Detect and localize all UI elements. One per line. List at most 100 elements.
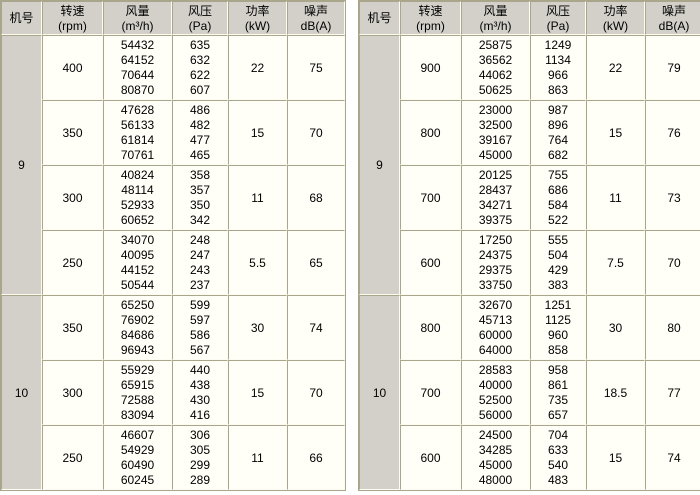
col-header-speed-unit: (rpm)	[58, 18, 87, 33]
pressure-value: 657	[547, 407, 569, 422]
spec-row: 300 55929 65915 72588 83094 440 438 430 416 15 70	[1, 360, 345, 425]
spec-row: 600 24500 34285 45000 48000 704 633 540 483 15 74	[359, 425, 700, 490]
noise-cell: 73	[645, 165, 700, 230]
header-row: 机号 转速 (rpm) 风量 (m³/h) 风压 (Pa) 功率 (kW) 噪声 dB(A…	[1, 1, 345, 35]
col-header-noise-unit: dB(A)	[300, 18, 332, 33]
fan-spec-table-right: 机号 转速 (rpm) 风量 (m³/h) 风压 (Pa) 功率 (kW) 噪声 dB(A…	[358, 0, 700, 491]
airflow-value: 52500	[478, 392, 513, 407]
pressure-value: 686	[547, 182, 569, 197]
airflow-value: 70644	[120, 67, 155, 82]
pressure-value: 383	[547, 277, 569, 292]
pressure-value: 755	[547, 167, 569, 182]
col-header-pressure: 风压 (Pa)	[530, 1, 586, 35]
pressure-value: 429	[547, 262, 569, 277]
airflow-cell: 25875 36562 44062 50625	[461, 35, 530, 100]
airflow-cell-list: 25875 36562 44062 50625	[462, 38, 529, 98]
pressure-value: 1249	[544, 37, 572, 52]
col-header-pressure-unit: (Pa)	[188, 18, 212, 33]
pressure-value: 764	[547, 132, 569, 147]
airflow-cell: 20125 28437 34271 39375	[461, 165, 530, 230]
airflow-cell-list: 54432 64152 70644 80870	[104, 38, 171, 98]
airflow-value: 70761	[120, 147, 155, 162]
pressure-value: 607	[189, 82, 211, 97]
spec-row: 250 46607 54929 60490 60245 306 305 299 289 11 66	[1, 425, 345, 490]
pressure-cell: 635 632 622 607	[172, 35, 228, 100]
airflow-value: 44152	[120, 262, 155, 277]
rpm-cell: 800	[400, 295, 461, 360]
airflow-value: 33750	[478, 277, 513, 292]
power-cell: 18.5	[586, 360, 645, 425]
airflow-value: 83094	[120, 407, 155, 422]
pressure-cell-list: 704 633 540 483	[531, 428, 585, 488]
airflow-value: 64000	[478, 342, 513, 357]
col-header-machine: 机号	[1, 1, 42, 35]
pressure-cell: 599 597 586 567	[172, 295, 228, 360]
col-header-power-label: 功率	[603, 3, 628, 18]
airflow-value: 84686	[120, 327, 155, 342]
col-header-airflow-unit: (m³/h)	[479, 18, 512, 33]
pressure-cell: 704 633 540 483	[530, 425, 586, 490]
pressure-value: 540	[547, 457, 569, 472]
pressure-value: 350	[189, 197, 211, 212]
pressure-cell-list: 987 896 764 682	[531, 103, 585, 163]
power-cell: 30	[228, 295, 287, 360]
pressure-cell-list: 486 482 477 465	[173, 103, 227, 163]
fan-spec-table-left: 机号 转速 (rpm) 风量 (m³/h) 风压 (Pa) 功率 (kW) 噪声 dB(A…	[0, 0, 346, 491]
spec-row: 700 20125 28437 34271 39375 755 686 584 522 11 73	[359, 165, 700, 230]
rpm-cell: 250	[42, 230, 103, 295]
airflow-cell: 46607 54929 60490 60245	[103, 425, 172, 490]
airflow-cell: 23000 32500 39167 45000	[461, 100, 530, 165]
noise-cell: 68	[287, 165, 345, 230]
col-header-airflow: 风量 (m³/h)	[103, 1, 172, 35]
pressure-value: 465	[189, 147, 211, 162]
pressure-value: 357	[189, 182, 211, 197]
spec-row: 350 47628 56133 61814 70761 486 482 477 465 15 70	[1, 100, 345, 165]
airflow-cell-list: 55929 65915 72588 83094	[104, 363, 171, 423]
rpm-cell: 600	[400, 230, 461, 295]
col-header-power-unit: (kW)	[244, 18, 271, 33]
pressure-cell-list: 358 357 350 342	[173, 168, 227, 228]
pressure-value: 1251	[544, 297, 572, 312]
noise-cell: 70	[645, 230, 700, 295]
pressure-cell: 1251 1125 960 858	[530, 295, 586, 360]
airflow-value: 17250	[478, 232, 513, 247]
pressure-value: 555	[547, 232, 569, 247]
spec-table-body: 9 400 54432 64152 70644 80870 635 632 622 607 22 75…	[1, 35, 345, 490]
airflow-cell-list: 28583 40000 52500 56000	[462, 363, 529, 423]
airflow-cell-list: 23000 32500 39167 45000	[462, 103, 529, 163]
airflow-value: 24500	[478, 427, 513, 442]
pressure-value: 299	[189, 457, 211, 472]
airflow-value: 28583	[478, 362, 513, 377]
airflow-value: 54432	[120, 37, 155, 52]
power-cell: 22	[228, 35, 287, 100]
airflow-value: 52933	[120, 197, 155, 212]
rpm-cell: 250	[42, 425, 103, 490]
spec-row: 700 28583 40000 52500 56000 958 861 735 657 18.5 7…	[359, 360, 700, 425]
pressure-cell-list: 755 686 584 522	[531, 168, 585, 228]
rpm-cell: 300	[42, 360, 103, 425]
airflow-value: 32500	[478, 117, 513, 132]
power-cell: 11	[586, 165, 645, 230]
airflow-value: 36562	[478, 52, 513, 67]
airflow-value: 60245	[120, 472, 155, 487]
noise-cell: 66	[287, 425, 345, 490]
airflow-value: 60652	[120, 212, 155, 227]
airflow-cell-list: 24500 34285 45000 48000	[462, 428, 529, 488]
header-row: 机号 转速 (rpm) 风量 (m³/h) 风压 (Pa) 功率 (kW) 噪声 dB(A…	[359, 1, 700, 35]
pressure-value: 416	[189, 407, 211, 422]
machine-number-cell: 9	[359, 35, 400, 295]
airflow-cell-list: 32670 45713 60000 64000	[462, 298, 529, 358]
pressure-cell-list: 958 861 735 657	[531, 363, 585, 423]
pressure-value: 342	[189, 212, 211, 227]
pressure-value: 237	[189, 277, 211, 292]
pressure-value: 958	[547, 362, 569, 377]
pressure-cell: 1249 1134 966 863	[530, 35, 586, 100]
airflow-value: 54929	[120, 442, 155, 457]
power-cell: 22	[586, 35, 645, 100]
spec-row: 10 800 32670 45713 60000 64000 1251 1125 960 858 3…	[359, 295, 700, 490]
pressure-value: 438	[189, 377, 211, 392]
rpm-cell: 300	[42, 165, 103, 230]
power-cell: 15	[228, 360, 287, 425]
airflow-value: 45713	[478, 312, 513, 327]
airflow-value: 34285	[478, 442, 513, 457]
